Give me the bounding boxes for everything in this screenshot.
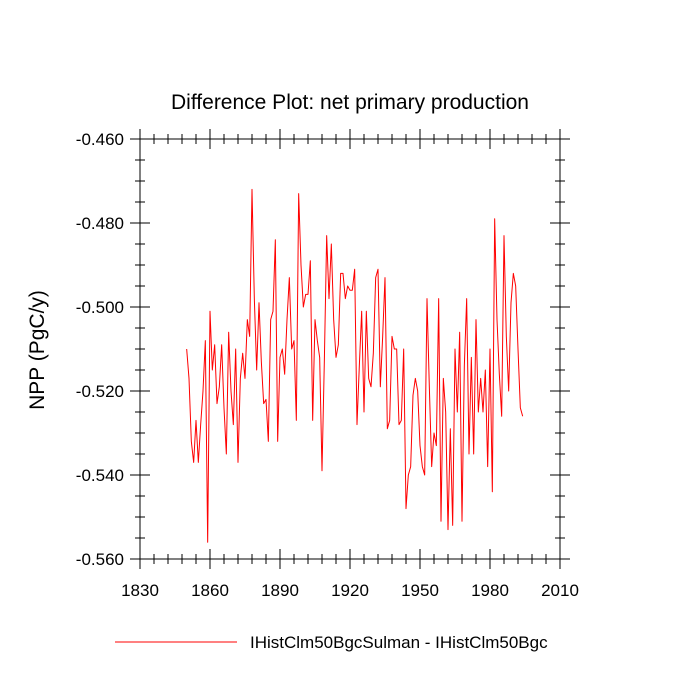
tick-labels-layer: 1830 1860 1890 1920 1950 1980 2010 -0.460 -0.480… — [76, 130, 579, 600]
ticks-layer — [130, 129, 570, 569]
y-tick-label: -0.500 — [76, 298, 124, 317]
y-tick-label: -0.480 — [76, 214, 124, 233]
x-tick-label: 1830 — [121, 581, 159, 600]
plot-frame — [139, 138, 561, 560]
chart-title: Difference Plot: net primary production — [171, 91, 529, 114]
x-tick-label: 1950 — [401, 581, 439, 600]
y-axis-label: NPP (PgC/y) — [26, 290, 49, 410]
legend-label: IHistClm50BgcSulman - IHistClm50Bgc — [250, 633, 548, 652]
series-layer — [186, 188, 524, 543]
y-tick-label: -0.520 — [76, 382, 124, 401]
y-tick-label: -0.560 — [76, 550, 124, 569]
y-tick-label: -0.460 — [76, 130, 124, 149]
legend: IHistClm50BgcSulman - IHistClm50Bgc — [115, 633, 548, 652]
x-tick-label: 1920 — [331, 581, 369, 600]
x-tick-label: 2010 — [541, 581, 579, 600]
x-tick-label: 1890 — [261, 581, 299, 600]
y-tick-label: -0.540 — [76, 466, 124, 485]
series-line — [186, 188, 524, 543]
x-tick-label: 1980 — [471, 581, 509, 600]
x-tick-label: 1860 — [191, 581, 229, 600]
